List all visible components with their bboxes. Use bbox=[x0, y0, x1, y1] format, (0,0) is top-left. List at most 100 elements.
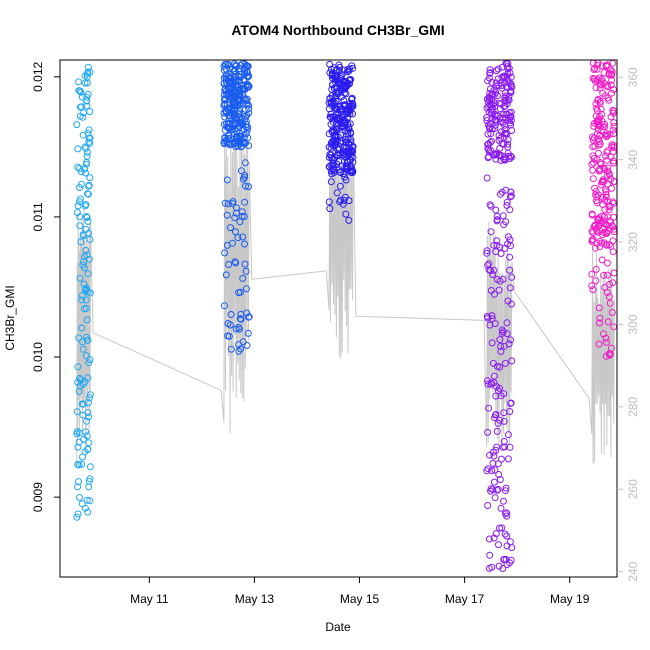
data-point bbox=[501, 244, 509, 252]
y-axis-right: 240 260 280 300 320 340 360 bbox=[617, 67, 640, 582]
data-point bbox=[222, 85, 229, 93]
data-point bbox=[593, 130, 601, 138]
data-point bbox=[599, 123, 607, 131]
series-3 bbox=[325, 60, 357, 224]
data-point bbox=[225, 139, 233, 147]
data-point bbox=[500, 390, 508, 398]
data-point bbox=[493, 486, 501, 494]
data-point bbox=[76, 374, 84, 382]
data-point bbox=[495, 541, 502, 549]
data-point bbox=[497, 100, 505, 108]
data-point bbox=[84, 409, 92, 416]
data-point bbox=[602, 62, 610, 70]
data-point bbox=[488, 563, 496, 571]
data-point bbox=[232, 259, 240, 267]
data-point bbox=[244, 82, 252, 90]
data-point bbox=[610, 122, 618, 130]
data-point bbox=[79, 380, 87, 388]
data-point bbox=[484, 98, 492, 106]
data-point bbox=[332, 74, 340, 81]
data-point bbox=[344, 149, 352, 157]
data-point bbox=[496, 105, 504, 113]
data-point bbox=[223, 211, 231, 219]
data-point bbox=[86, 475, 94, 483]
series-1 bbox=[73, 63, 94, 521]
data-point bbox=[231, 67, 239, 75]
data-point bbox=[592, 84, 600, 92]
data-point bbox=[485, 123, 493, 131]
data-point bbox=[239, 233, 247, 241]
data-point bbox=[238, 142, 246, 150]
data-point bbox=[81, 504, 89, 512]
data-point bbox=[346, 120, 354, 128]
data-point bbox=[83, 496, 91, 504]
data-point bbox=[497, 157, 505, 164]
data-point bbox=[493, 427, 501, 435]
data-point bbox=[488, 339, 496, 347]
data-point bbox=[494, 460, 502, 468]
data-point bbox=[608, 309, 616, 316]
data-point bbox=[85, 413, 93, 421]
data-point bbox=[589, 175, 597, 183]
data-point bbox=[591, 184, 599, 192]
data-point bbox=[495, 286, 503, 294]
data-point bbox=[485, 148, 493, 156]
data-point bbox=[73, 430, 81, 438]
data-point bbox=[84, 270, 92, 278]
data-point bbox=[609, 106, 617, 114]
data-point bbox=[492, 446, 500, 454]
data-point bbox=[497, 348, 505, 355]
data-point bbox=[76, 274, 84, 282]
data-point bbox=[76, 198, 83, 206]
data-point bbox=[327, 140, 335, 148]
data-point bbox=[85, 359, 93, 367]
data-point bbox=[484, 502, 492, 509]
data-point bbox=[342, 210, 350, 218]
data-point bbox=[498, 63, 506, 71]
data-point bbox=[500, 497, 507, 505]
data-point bbox=[74, 483, 82, 491]
series-2 bbox=[220, 60, 253, 355]
data-point bbox=[606, 203, 614, 211]
data-point bbox=[506, 443, 514, 451]
data-point bbox=[235, 347, 243, 355]
data-point bbox=[84, 445, 92, 453]
data-point bbox=[236, 288, 244, 296]
data-point bbox=[241, 198, 249, 206]
data-point bbox=[344, 129, 352, 137]
data-point bbox=[83, 417, 91, 425]
data-point bbox=[84, 63, 92, 71]
data-point bbox=[588, 282, 596, 290]
data-point bbox=[505, 96, 513, 104]
data-point bbox=[491, 320, 499, 328]
data-point bbox=[604, 61, 612, 69]
data-point bbox=[489, 271, 497, 278]
data-point bbox=[224, 123, 232, 131]
data-point bbox=[337, 119, 345, 127]
data-point bbox=[340, 196, 348, 204]
data-point bbox=[494, 112, 502, 120]
data-point bbox=[504, 140, 512, 148]
data-point bbox=[345, 216, 353, 224]
data-point bbox=[226, 321, 234, 329]
data-point bbox=[489, 90, 497, 98]
data-point bbox=[336, 182, 344, 190]
data-point bbox=[499, 275, 507, 283]
data-point bbox=[602, 191, 610, 198]
data-point bbox=[596, 243, 604, 251]
data-point bbox=[330, 100, 338, 108]
data-point bbox=[241, 173, 249, 181]
data-point bbox=[82, 144, 90, 152]
data-point bbox=[226, 65, 234, 73]
data-point bbox=[507, 192, 515, 200]
data-point bbox=[221, 249, 229, 257]
data-point bbox=[485, 535, 493, 543]
data-point bbox=[491, 116, 499, 124]
data-point bbox=[605, 96, 613, 104]
data-point bbox=[602, 352, 610, 360]
data-point bbox=[242, 130, 250, 138]
data-point bbox=[484, 428, 492, 436]
data-point bbox=[74, 363, 82, 371]
data-point bbox=[602, 193, 610, 201]
data-point bbox=[224, 120, 232, 128]
